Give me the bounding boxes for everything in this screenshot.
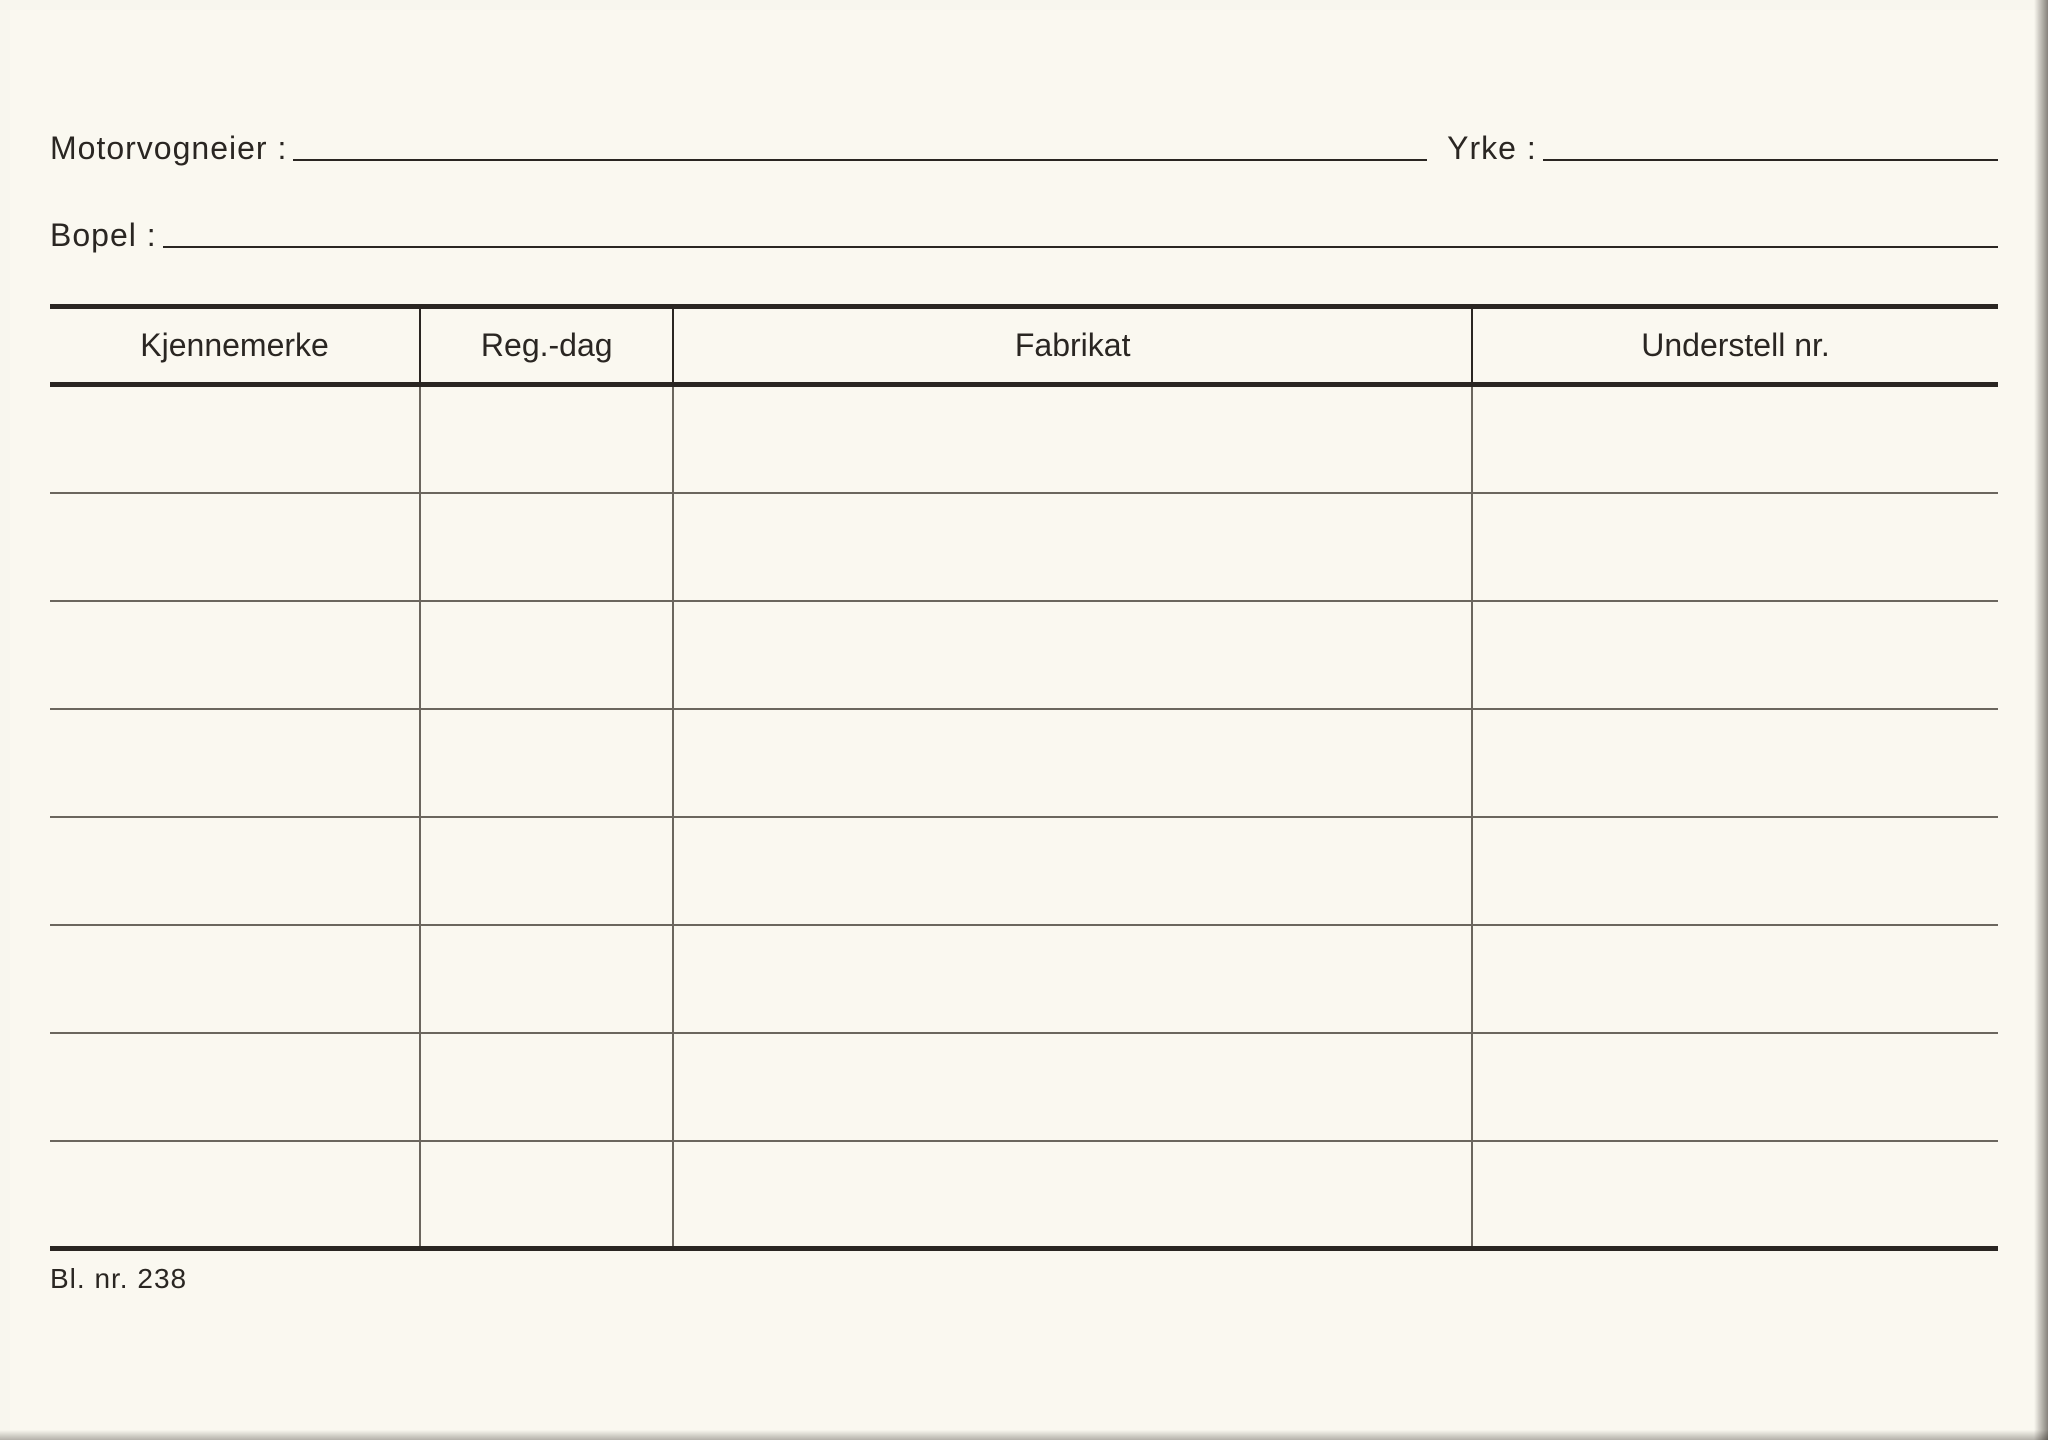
cell[interactable] (420, 709, 673, 817)
form-number: Bl. nr. 238 (50, 1263, 1998, 1295)
occupation-input-line[interactable] (1543, 159, 1998, 161)
cell[interactable] (420, 1141, 673, 1249)
cell[interactable] (50, 1033, 420, 1141)
cell[interactable] (1472, 1033, 1998, 1141)
table-row (50, 817, 1998, 925)
cell[interactable] (673, 925, 1472, 1033)
cell[interactable] (50, 385, 420, 493)
cell[interactable] (420, 493, 673, 601)
cell[interactable] (673, 709, 1472, 817)
residence-field-row: Bopel : (50, 217, 1998, 254)
cell[interactable] (1472, 709, 1998, 817)
cell[interactable] (50, 1141, 420, 1249)
cell[interactable] (1472, 1141, 1998, 1249)
vehicle-table: Kjennemerke Reg.-dag Fabrikat Understell… (50, 304, 1998, 1251)
owner-label: Motorvogneier : (50, 130, 287, 167)
table-row (50, 385, 1998, 493)
owner-field-group: Motorvogneier : (50, 130, 1427, 167)
occupation-label: Yrke : (1447, 130, 1537, 167)
cell[interactable] (420, 601, 673, 709)
cell[interactable] (1472, 493, 1998, 601)
cell[interactable] (50, 709, 420, 817)
cell[interactable] (420, 817, 673, 925)
table-row (50, 493, 1998, 601)
occupation-field-group: Yrke : (1447, 130, 1998, 167)
col-header-make: Fabrikat (673, 307, 1472, 385)
table-body (50, 385, 1998, 1249)
vehicle-table-container: Kjennemerke Reg.-dag Fabrikat Understell… (50, 304, 1998, 1251)
table-row (50, 709, 1998, 817)
cell[interactable] (50, 601, 420, 709)
cell[interactable] (420, 1033, 673, 1141)
cell[interactable] (50, 493, 420, 601)
col-header-regday: Reg.-dag (420, 307, 673, 385)
cell[interactable] (1472, 925, 1998, 1033)
cell[interactable] (50, 925, 420, 1033)
table-header-row: Kjennemerke Reg.-dag Fabrikat Understell… (50, 307, 1998, 385)
residence-input-line[interactable] (163, 246, 1998, 248)
cell[interactable] (1472, 385, 1998, 493)
cell[interactable] (673, 817, 1472, 925)
top-field-row: Motorvogneier : Yrke : (50, 130, 1998, 167)
cell[interactable] (673, 601, 1472, 709)
owner-input-line[interactable] (293, 159, 1427, 161)
col-header-license: Kjennemerke (50, 307, 420, 385)
table-row (50, 925, 1998, 1033)
form-card: Motorvogneier : Yrke : Bopel : Kjennemer… (10, 10, 2038, 1430)
table-row (50, 1141, 1998, 1249)
residence-label: Bopel : (50, 217, 157, 254)
cell[interactable] (50, 817, 420, 925)
table-row (50, 1033, 1998, 1141)
cell[interactable] (673, 385, 1472, 493)
cell[interactable] (1472, 817, 1998, 925)
cell[interactable] (673, 493, 1472, 601)
scan-edge-bottom (0, 1430, 2048, 1440)
table-row (50, 601, 1998, 709)
cell[interactable] (420, 925, 673, 1033)
cell[interactable] (1472, 601, 1998, 709)
cell[interactable] (673, 1141, 1472, 1249)
col-header-chassis: Understell nr. (1472, 307, 1998, 385)
cell[interactable] (420, 385, 673, 493)
scan-edge-right (2034, 0, 2048, 1440)
cell[interactable] (673, 1033, 1472, 1141)
